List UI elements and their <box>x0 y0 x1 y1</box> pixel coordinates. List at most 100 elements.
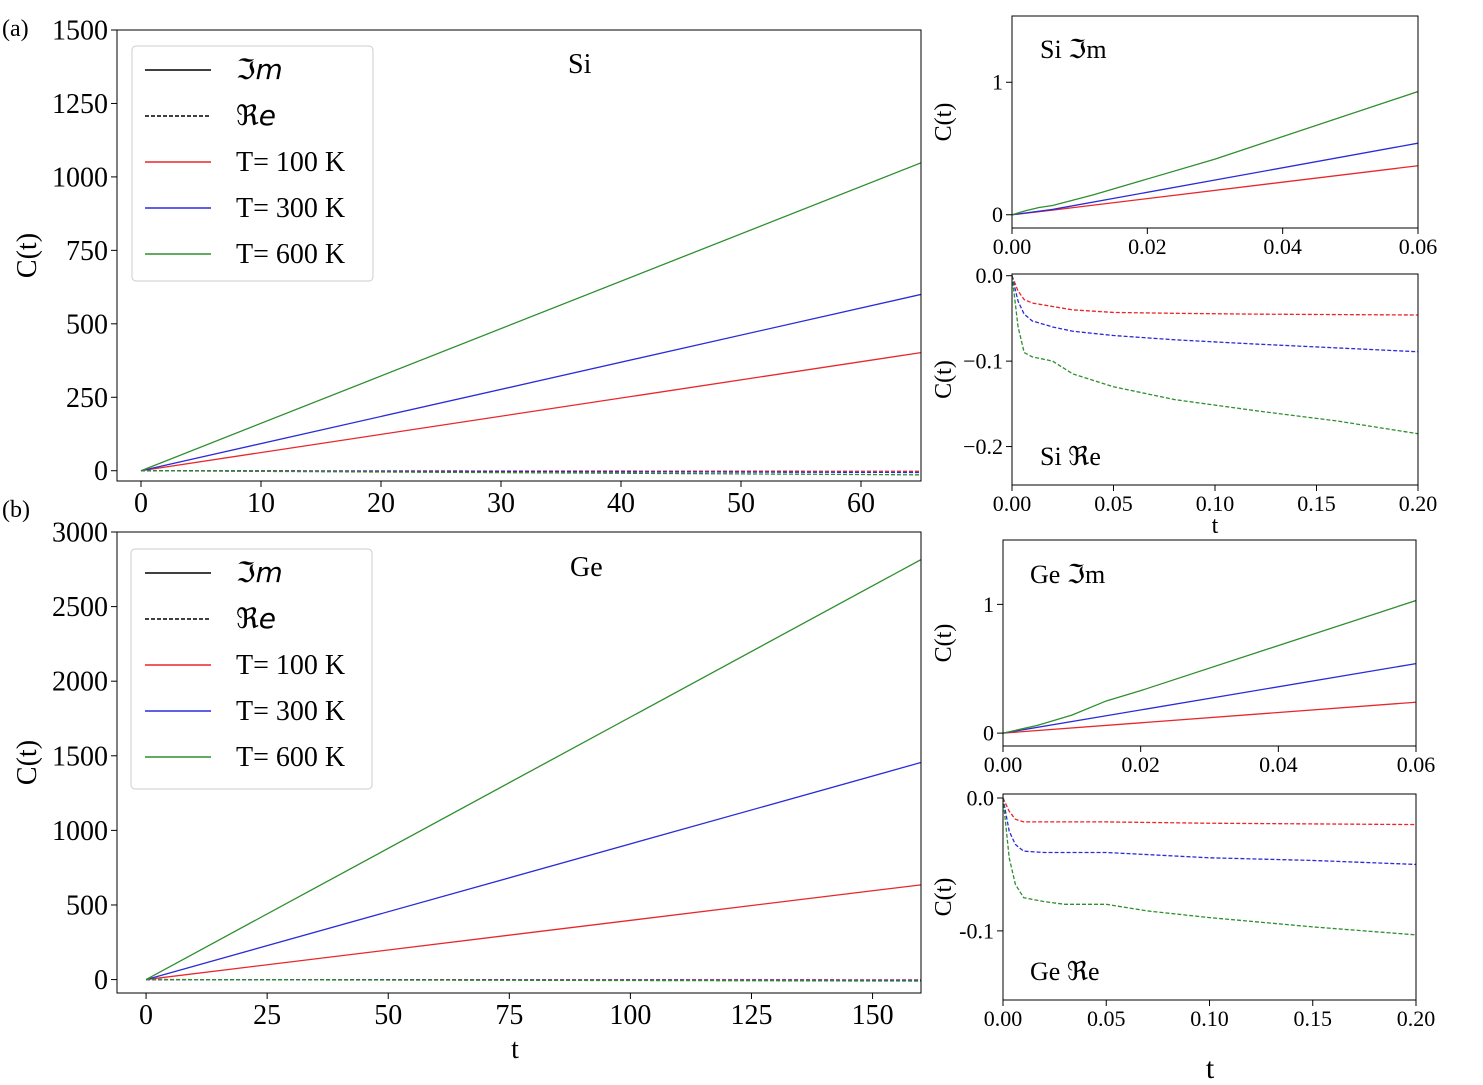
y-tick-label: 0.0 <box>976 263 1004 288</box>
y-tick-label: 0 <box>983 721 994 746</box>
series-group <box>140 162 921 476</box>
panel-annotation: Si ℑm <box>1040 35 1107 64</box>
y-tick-label: 1000 <box>52 162 108 193</box>
x-tick-label: 0.06 <box>1399 234 1438 259</box>
y-axis-label: C(t) <box>931 878 957 917</box>
panel-annotation: Ge ℑm <box>1030 560 1105 589</box>
series-group <box>145 559 921 982</box>
legend-label: T= 600 K <box>236 239 345 270</box>
x-tick-label: 100 <box>609 1000 651 1031</box>
x-tick-label: 0.02 <box>1128 234 1167 259</box>
y-tick-label: 0.0 <box>967 785 995 810</box>
series-line <box>1012 142 1418 216</box>
chart-b_re: 0.00 0.05 0.10 0.15 0.20 0.0 -0.1C(t) t Ge ℜe <box>931 785 1435 1085</box>
y-tick-label: 0 <box>992 202 1003 227</box>
x-tick-label: 0 <box>139 1000 153 1031</box>
y-tick-label: 500 <box>66 890 108 921</box>
y-tick-label: 2500 <box>52 592 108 623</box>
x-tick-label: 0.10 <box>1190 1006 1229 1031</box>
x-tick-label: 150 <box>852 1000 894 1031</box>
series-line <box>1012 275 1418 316</box>
series-line <box>145 761 921 981</box>
x-tick-label: 0.20 <box>1399 491 1438 516</box>
chart-a_main: 0 10 20 30 40 50 60 0 250 500 750 1000 1250 1500 C(t) S… <box>2 16 922 519</box>
x-tick-label: 50 <box>374 1000 402 1031</box>
panel-annotation: Ge <box>570 552 603 583</box>
y-axis-label: C(t) <box>931 103 957 142</box>
chart-b_im: 0.00 0.02 0.04 0.06 0 1 C(t) Ge ℑm <box>931 539 1436 777</box>
series-line <box>140 470 921 472</box>
x-tick-label: 20 <box>367 488 395 519</box>
y-axis-label: C(t) <box>931 360 957 399</box>
legend-label: ℜe <box>236 99 276 132</box>
series-line <box>1012 165 1418 216</box>
x-axis-label: t <box>1206 1052 1215 1085</box>
y-tick-label: 1 <box>992 70 1003 95</box>
y-tick-label: 1500 <box>52 741 108 772</box>
legend-label: ℑm <box>236 53 283 86</box>
series-group <box>1012 275 1418 435</box>
y-tick-label: 2000 <box>52 667 108 698</box>
y-tick-label: 1500 <box>52 16 108 47</box>
panel-annotation: Ge ℜe <box>1030 957 1100 986</box>
series-line <box>145 884 921 981</box>
series-line <box>146 978 921 982</box>
y-tick-label: 1250 <box>52 89 108 120</box>
x-tick-label: 0.06 <box>1397 752 1436 777</box>
x-tick-label: 0.15 <box>1294 1006 1333 1031</box>
series-line <box>1012 90 1418 216</box>
chart-a_im: 0.00 0.02 0.04 0.06 0 1 C(t) Si ℑm <box>931 15 1438 259</box>
series-line <box>140 470 921 474</box>
legend-box <box>130 548 373 790</box>
x-tick-label: 60 <box>847 488 875 519</box>
x-tick-label: 30 <box>487 488 515 519</box>
series-line <box>140 351 921 472</box>
x-axis-label: t <box>511 1034 519 1065</box>
series-line <box>145 559 921 981</box>
x-tick-label: 0.00 <box>993 234 1032 259</box>
x-tick-label: 125 <box>730 1000 772 1031</box>
plot-frame <box>116 29 922 482</box>
series-group <box>1012 90 1418 216</box>
legend-box <box>131 45 374 282</box>
x-tick-label: 0.15 <box>1297 491 1336 516</box>
legend-label: T= 100 K <box>236 650 345 681</box>
x-tick-label: 0 <box>134 488 148 519</box>
x-axis-label: t <box>1212 513 1219 539</box>
series-group <box>1003 797 1416 936</box>
y-axis-label: C(t) <box>12 740 43 785</box>
y-tick-label: 1000 <box>52 816 108 847</box>
plot-frame <box>1002 539 1417 747</box>
chart-b_main: 0 25 50 75 100 125 150050010001500200025003000… <box>2 497 922 1065</box>
y-tick-label: 500 <box>66 309 108 340</box>
x-tick-label: 50 <box>727 488 755 519</box>
y-axis-label: C(t) <box>12 233 43 278</box>
y-tick-label: -0.1 <box>959 918 994 943</box>
series-line <box>1012 275 1418 435</box>
y-tick-label: 250 <box>66 383 108 414</box>
x-tick-label: 0.00 <box>993 491 1032 516</box>
y-tick-label: 0 <box>94 456 108 487</box>
x-tick-label: 0.00 <box>984 1006 1023 1031</box>
series-line <box>1003 797 1416 866</box>
legend-label: T= 100 K <box>236 147 345 178</box>
legend: ℑm ℜe T= 100 K T= 300 K T= 600 K <box>130 548 373 790</box>
x-tick-label: 0.02 <box>1121 752 1160 777</box>
series-line <box>140 162 921 472</box>
series-line <box>1003 701 1416 734</box>
panel-annotation: Si <box>568 49 592 80</box>
panel-label: (b) <box>2 497 30 523</box>
y-tick-label: −0.2 <box>963 434 1003 459</box>
series-line <box>140 470 921 476</box>
panel-label: (a) <box>2 16 29 42</box>
x-tick-label: 0.04 <box>1263 234 1302 259</box>
x-tick-label: 0.04 <box>1259 752 1298 777</box>
legend-label: ℑm <box>236 556 283 589</box>
panel-annotation: Si ℜe <box>1040 442 1101 471</box>
plot-frame <box>116 531 922 994</box>
y-axis-label: C(t) <box>931 624 957 663</box>
y-tick-label: 3000 <box>52 518 108 549</box>
x-tick-label: 0.20 <box>1397 1006 1436 1031</box>
y-tick-label: 1 <box>983 592 994 617</box>
